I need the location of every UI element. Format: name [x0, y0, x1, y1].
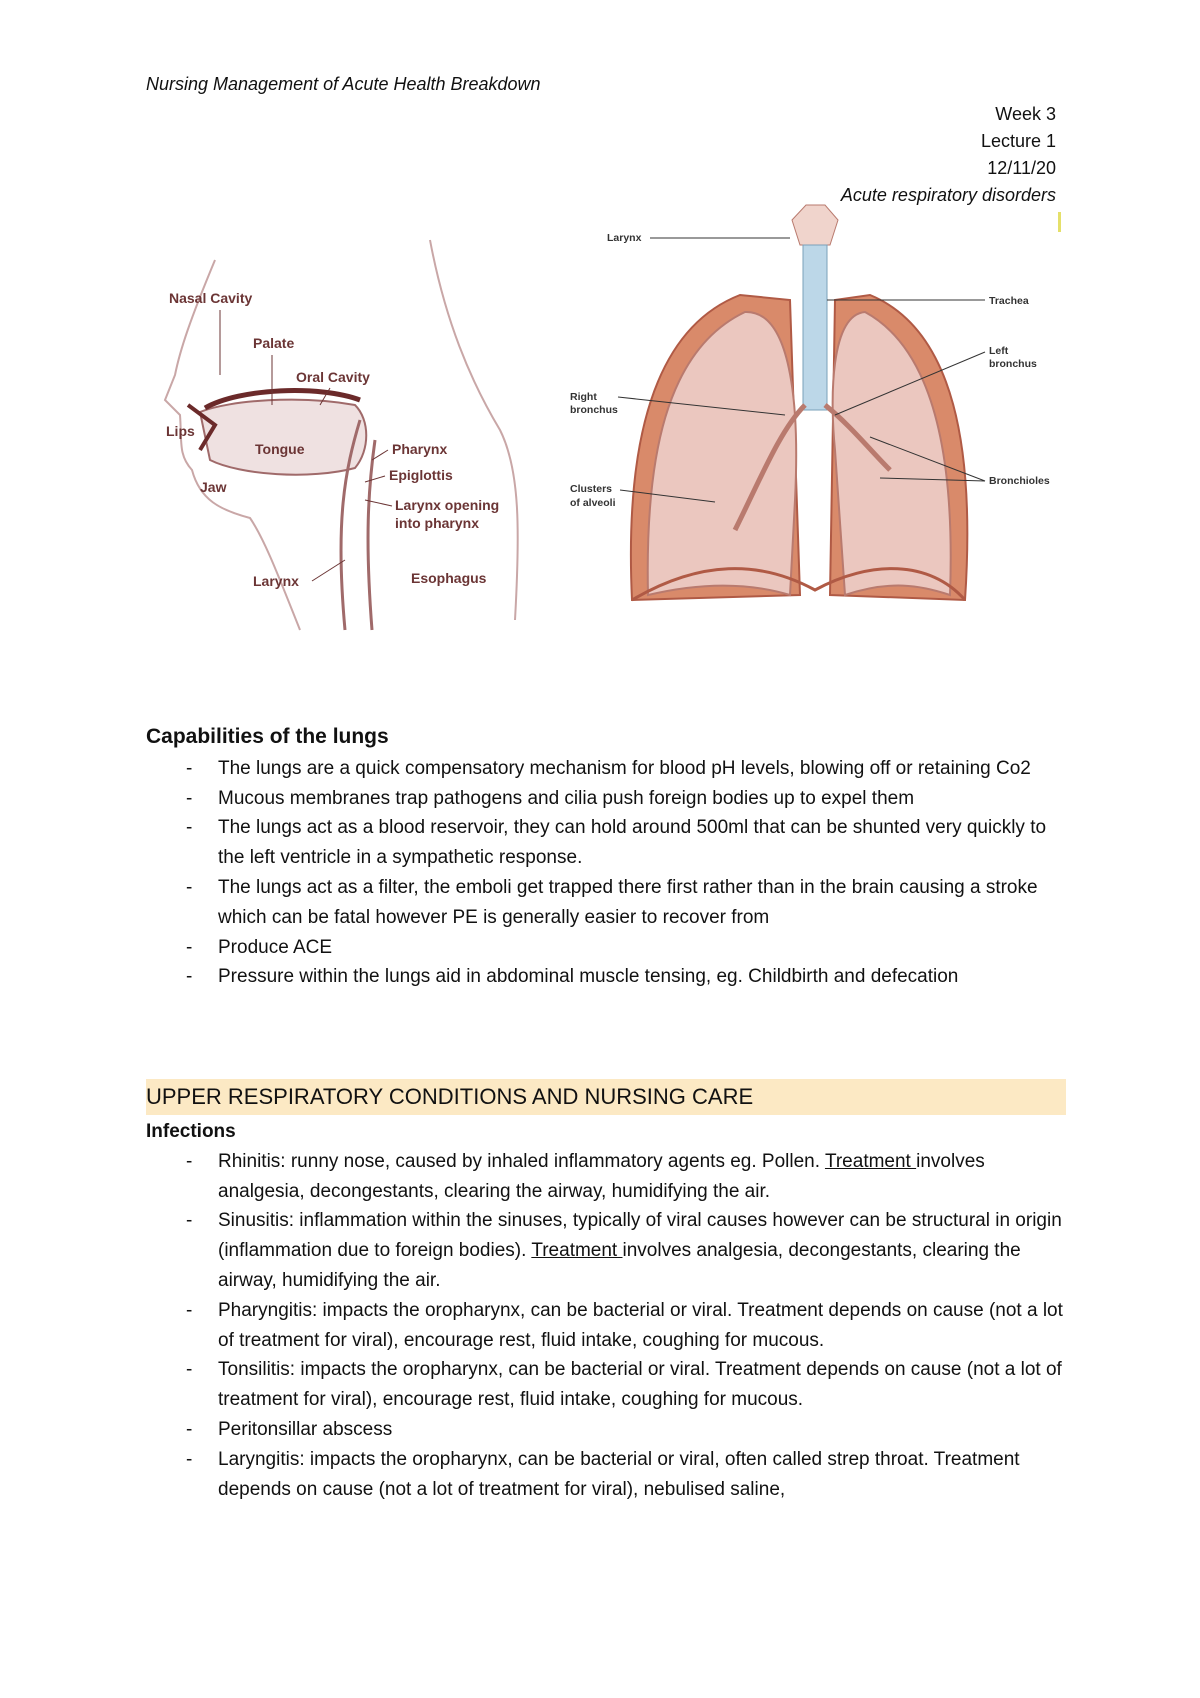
section-heading: Capabilities of the lungs	[146, 725, 389, 748]
list-item: Tonsilitis: impacts the oropharynx, can …	[186, 1355, 1066, 1415]
course-title: Nursing Management of Acute Health Break…	[146, 74, 541, 94]
list-item: Rhinitis: runny nose, caused by inhaled …	[186, 1147, 1066, 1207]
list-item: The lungs act as a blood reservoir, they…	[186, 813, 1066, 873]
list-item: Laryngitis: impacts the oropharynx, can …	[186, 1445, 1066, 1505]
label: Bronchioles	[989, 475, 1050, 487]
list-item: Produce ACE	[186, 933, 1066, 963]
label: Pharynx	[392, 441, 447, 457]
label: Trachea	[989, 295, 1029, 307]
head-diagram: Nasal Cavity Palate Oral Cavity Lips Ton…	[163, 239, 519, 631]
label: Clusters	[570, 483, 612, 495]
text: Sinusitis: inflammation within the sinus…	[218, 1210, 1062, 1262]
lungs-diagram: Larynx Trachea Left bronchus Right bronc…	[570, 204, 1050, 602]
label: Jaw	[200, 479, 227, 495]
marker	[1058, 212, 1061, 232]
list-item: The lungs act as a filter, the emboli ge…	[186, 873, 1066, 933]
label: Larynx	[607, 232, 642, 244]
label: Tongue	[255, 441, 305, 457]
label: Nasal Cavity	[169, 290, 252, 306]
text: Treatment	[824, 1150, 917, 1172]
label: Epiglottis	[389, 467, 453, 483]
list-item: Mucous membranes trap pathogens and cili…	[186, 784, 1066, 814]
capabilities: Capabilities of the lungs The lungs are …	[146, 722, 1066, 992]
section-heading: UPPER RESPIRATORY CONDITIONS AND NURSING…	[146, 1079, 1066, 1115]
label: Palate	[253, 335, 294, 351]
subheading: Infections	[146, 1121, 236, 1142]
label: Right	[570, 391, 597, 403]
text: involves analgesia, decongestants, clear…	[218, 1150, 985, 1202]
list-item: Peritonsillar abscess	[186, 1415, 1066, 1445]
upper-respiratory: UPPER RESPIRATORY CONDITIONS AND NURSING…	[146, 1079, 1066, 1504]
list-item: The lungs are a quick compensatory mecha…	[186, 754, 1066, 784]
list-item: Pharyngitis: impacts the oropharynx, can…	[186, 1296, 1066, 1356]
label: of alveoli	[570, 497, 616, 509]
list-item: Pressure within the lungs aid in abdomin…	[186, 962, 1066, 992]
text: Tonsilitis: impacts the oropharynx, can …	[218, 1359, 1062, 1411]
date: 12/11/20	[987, 158, 1056, 178]
text: Pharyngitis: impacts the oropharynx, can…	[218, 1299, 1063, 1351]
text: Rhinitis: runny nose, caused by inhaled …	[218, 1150, 825, 1172]
text: Peritonsillar abscess	[218, 1418, 393, 1440]
label: bronchus	[989, 358, 1037, 370]
label: Esophagus	[411, 570, 487, 586]
text: Laryngitis: impacts the oropharynx, can …	[218, 1448, 1020, 1500]
label: Oral Cavity	[296, 369, 370, 385]
label: Lips	[166, 423, 195, 439]
lecture: Lecture 1	[980, 131, 1056, 151]
bullet-list: Rhinitis: runny nose, caused by inhaled …	[146, 1147, 1066, 1505]
figures: Nasal Cavity Palate Oral Cavity Lips Ton…	[163, 204, 1050, 631]
topic: Acute respiratory disorders	[840, 185, 1056, 205]
text: Treatment	[531, 1240, 623, 1262]
label: Larynx opening	[395, 497, 499, 513]
list-item: Sinusitis: inflammation within the sinus…	[186, 1206, 1066, 1295]
label: into pharynx	[395, 515, 479, 531]
week: Week 3	[995, 104, 1056, 124]
label: Left	[989, 345, 1009, 357]
bullet-list: The lungs are a quick compensatory mecha…	[146, 754, 1066, 992]
label: bronchus	[570, 404, 618, 416]
text: involves analgesia, decongestants, clear…	[218, 1240, 1021, 1291]
label: Larynx	[253, 573, 299, 589]
